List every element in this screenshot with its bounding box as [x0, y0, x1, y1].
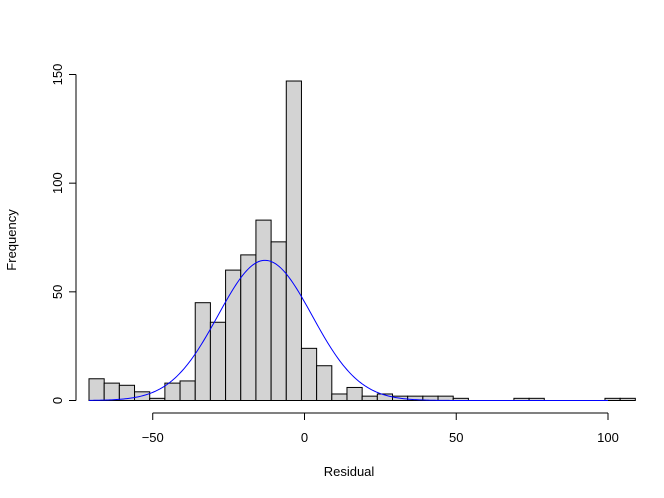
bars-group [88, 80, 636, 402]
histogram-bar [331, 393, 348, 402]
histogram-bar [619, 397, 636, 401]
histogram-bar [179, 380, 196, 402]
histogram-bar [285, 80, 302, 402]
y-axis-label: Frequency [4, 209, 19, 271]
y-tick-label: 0 [50, 397, 65, 404]
y-tick-label: 100 [50, 172, 65, 194]
x-tick-label: 0 [301, 430, 308, 445]
histogram-bar [437, 395, 454, 401]
histogram-bar [209, 321, 227, 402]
histogram-bar [316, 365, 333, 402]
x-axis: −50 0 50 100 [142, 412, 619, 445]
y-axis: 0 50 100 150 [50, 64, 77, 404]
histogram-bar [255, 219, 272, 401]
x-axis-label: Residual [324, 464, 375, 479]
histogram-bar [346, 386, 363, 401]
histogram-bar [88, 378, 105, 401]
histogram-bar [164, 382, 181, 401]
y-tick-label: 150 [50, 64, 65, 86]
x-tick-label: 100 [597, 430, 619, 445]
x-tick-label: 50 [449, 430, 463, 445]
y-tick-label: 50 [50, 285, 65, 299]
histogram-bar [194, 302, 211, 402]
x-tick-label: −50 [142, 430, 164, 445]
histogram-bar [361, 395, 378, 401]
histogram-bar [103, 382, 120, 401]
histogram-bar [240, 254, 257, 401]
histogram-bar [149, 397, 166, 401]
histogram-bar [300, 347, 318, 401]
normal-curve [88, 259, 608, 401]
